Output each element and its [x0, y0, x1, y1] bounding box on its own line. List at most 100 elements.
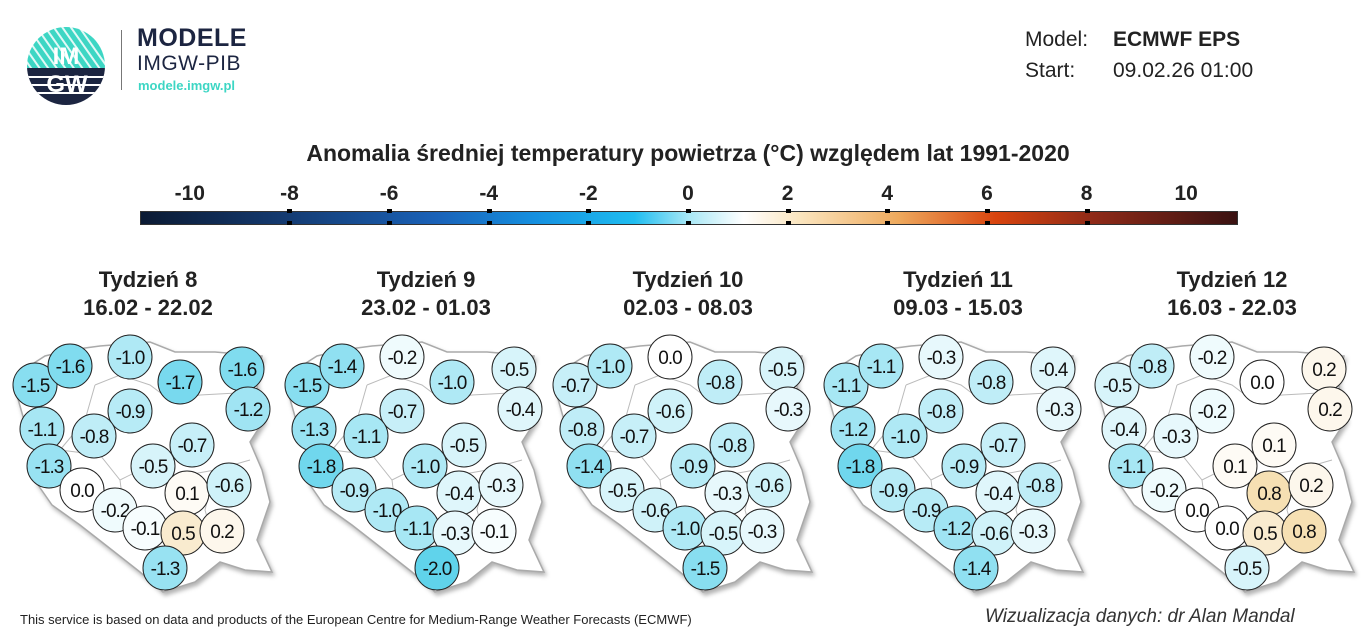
anomaly-value: 0.8	[1257, 484, 1281, 505]
anomaly-marker: -0.3	[1036, 386, 1082, 432]
anomaly-marker: -0.8	[559, 406, 605, 452]
anomaly-marker: -0.3	[765, 386, 811, 432]
anomaly-circle	[739, 508, 785, 554]
anomaly-marker: 0.2	[1301, 346, 1347, 392]
week-label: Tydzień 11	[903, 267, 1013, 292]
poland-anomaly-map: -0.7-1.0 0.0-0.8-0.5-0.3-0.6-0.8 -0.7 -0.8-…	[552, 334, 814, 593]
anomaly-circle	[1239, 359, 1285, 405]
anomaly-marker: -0.2	[1189, 388, 1235, 434]
anomaly-value: -0.5	[768, 360, 797, 381]
voivodeship-border	[905, 374, 982, 401]
anomaly-circle	[697, 359, 743, 405]
anomaly-circle	[765, 386, 811, 432]
anomaly-value: -0.2	[1198, 348, 1227, 369]
anomaly-circle	[941, 443, 987, 489]
anomaly-circle	[130, 443, 176, 489]
model-value: ECMWF EPS	[1113, 28, 1241, 51]
anomaly-circle	[429, 359, 475, 405]
anomaly-marker: -0.7	[379, 388, 425, 434]
anomaly-value: 0.1	[175, 484, 199, 505]
anomaly-value: -0.8	[718, 436, 747, 457]
anomaly-marker: 0.5	[160, 510, 206, 556]
anomaly-circle	[647, 388, 693, 434]
anomaly-circle	[107, 334, 153, 380]
anomaly-marker: -0.8	[1129, 343, 1175, 389]
anomaly-value: -1.1	[1117, 457, 1146, 478]
anomaly-value: -1.7	[166, 373, 195, 394]
anomaly-circle	[71, 413, 117, 459]
anomaly-marker: -1.0	[429, 359, 475, 405]
anomaly-marker: -1.2	[830, 406, 876, 452]
anomaly-marker: -0.8	[697, 359, 743, 405]
anomaly-marker: -0.6	[647, 388, 693, 434]
anomaly-marker: -0.8	[1017, 462, 1063, 508]
anomaly-value: -1.8	[307, 457, 336, 478]
anomaly-marker: -1.7	[157, 359, 203, 405]
colorbar-tick-mark	[1084, 209, 1090, 225]
anomaly-value: -1.1	[352, 427, 381, 448]
anomaly-circle	[47, 343, 93, 389]
colorbar-tick-label: 8	[1080, 182, 1093, 205]
anomaly-marker: -0.8	[709, 422, 755, 468]
anomaly-marker: -0.5	[130, 443, 176, 489]
anomaly-value: -0.4	[1039, 360, 1069, 381]
anomaly-circle	[968, 359, 1014, 405]
svg-text:IM: IM	[53, 43, 80, 70]
anomaly-marker: -1.8	[837, 443, 883, 489]
anomaly-marker: 0.0	[59, 467, 105, 513]
anomaly-marker: -0.8	[918, 388, 964, 434]
logo-url[interactable]: modele.imgw.pl	[138, 78, 236, 93]
anomaly-value: -0.9	[340, 481, 369, 502]
anomaly-marker: -0.9	[870, 467, 916, 513]
anomaly-marker: -1.6	[219, 346, 265, 392]
anomaly-value: -1.3	[300, 420, 329, 441]
anomaly-circle	[142, 545, 188, 591]
anomaly-marker: -0.8	[71, 413, 117, 459]
anomaly-value: -0.4	[445, 484, 475, 505]
anomaly-marker: 0.2	[1307, 386, 1353, 432]
anomaly-value: -0.1	[480, 522, 509, 543]
anomaly-value: -0.5	[139, 457, 168, 478]
anomaly-value: 0.1	[1262, 436, 1286, 457]
colorbar-tick-label: -2	[579, 182, 598, 205]
anomaly-marker: -0.7	[980, 422, 1026, 468]
anomaly-marker: 0.0	[647, 334, 693, 380]
anomaly-marker: 0.8	[1281, 508, 1327, 554]
anomaly-marker: 0.2	[199, 508, 245, 554]
anomaly-value: -1.3	[35, 457, 64, 478]
anomaly-marker: -1.8	[298, 443, 344, 489]
poland-anomaly-map: -1.5 -1.4 -0.2 -1.0 -0.5 -0.4 -0.7 -1.3 -1.1 -0.5…	[284, 334, 546, 593]
anomaly-marker: -1.3	[142, 545, 188, 591]
anomaly-circle	[1189, 334, 1235, 380]
anomaly-circle	[918, 334, 964, 380]
anomaly-marker: -0.5	[1094, 362, 1140, 408]
anomaly-circle	[331, 467, 377, 513]
anomaly-circle	[284, 362, 330, 408]
anomaly-circle	[858, 343, 904, 389]
week-title: Tydzień 12 16.03 - 22.03	[1102, 266, 1362, 322]
anomaly-marker: -1.1	[394, 505, 440, 551]
anomaly-marker: -0.4	[975, 470, 1021, 516]
week-title: Tydzień 9 23.02 - 01.03	[296, 266, 556, 322]
anomaly-circle	[225, 386, 271, 432]
week-title: Tydzień 11 09.03 - 15.03	[828, 266, 1088, 322]
anomaly-value: -0.9	[116, 402, 145, 423]
anomaly-value: -0.4	[1110, 420, 1140, 441]
anomaly-marker: -1.4	[566, 443, 612, 489]
anomaly-value: -1.1	[832, 376, 861, 397]
logo-subtitle: IMGW-PIB	[137, 52, 241, 75]
week-title: Tydzień 10 02.03 - 08.03	[558, 266, 818, 322]
anomaly-circle	[1281, 508, 1327, 554]
anomaly-value: -0.8	[706, 373, 735, 394]
voivodeship-border	[366, 374, 443, 401]
poland-anomaly-map: -1.1-1.1 -0.3-0.8-0.4-0.3-0.8-1.2 -1.0 -0.7…	[823, 334, 1085, 593]
anomaly-value: 0.0	[70, 481, 94, 502]
anomaly-circle	[199, 508, 245, 554]
anomaly-circle	[953, 545, 999, 591]
week-dates: 16.02 - 22.02	[83, 295, 213, 320]
anomaly-marker: -0.1	[122, 505, 168, 551]
anomaly-value: -0.2	[388, 348, 417, 369]
anomaly-marker: -1.5	[284, 362, 330, 408]
anomaly-value: -1.2	[234, 400, 263, 421]
colorbar-tick-label: -6	[379, 182, 399, 205]
